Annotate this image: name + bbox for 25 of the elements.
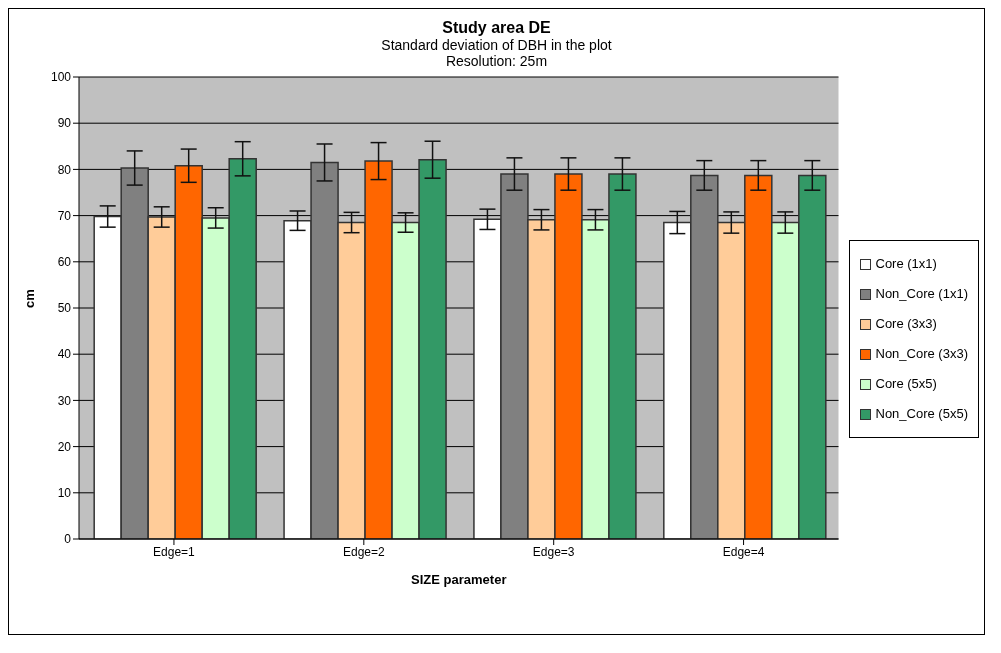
- y-tick-label: 0: [64, 532, 72, 547]
- y-tick-label: 80: [57, 162, 72, 177]
- legend-label: Non_Core (3x3): [875, 345, 968, 363]
- legend-label: Non_Core (1x1): [875, 285, 968, 303]
- x-tick-label: Edge=3: [532, 544, 575, 559]
- legend-label: Core (3x3): [875, 315, 937, 333]
- y-tick-label: 100: [50, 70, 72, 85]
- y-axis-title: cm: [21, 289, 37, 308]
- y-tick-label: 20: [57, 439, 72, 454]
- legend-label: Core (5x5): [875, 375, 937, 393]
- x-tick-label: Edge=4: [722, 544, 765, 559]
- y-tick-label: 10: [57, 486, 72, 501]
- chart-title: Study area DE: [441, 19, 552, 37]
- y-tick-label: 70: [57, 208, 72, 223]
- legend-label: Non_Core (5x5): [875, 405, 968, 423]
- legend-label: Core (1x1): [875, 255, 937, 273]
- chart-subtitle: Standard deviation of DBH in the plot Resolution: 25m: [380, 37, 613, 69]
- y-tick-label: 60: [57, 255, 72, 270]
- x-tick-label: Edge=1: [153, 544, 196, 559]
- y-tick-label: 50: [57, 301, 72, 316]
- x-axis-title: SIZE parameter: [411, 572, 507, 587]
- y-tick-label: 30: [57, 393, 72, 408]
- y-tick-label: 40: [57, 347, 72, 362]
- x-tick-label: Edge=2: [342, 544, 385, 559]
- y-tick-label: 90: [57, 116, 72, 131]
